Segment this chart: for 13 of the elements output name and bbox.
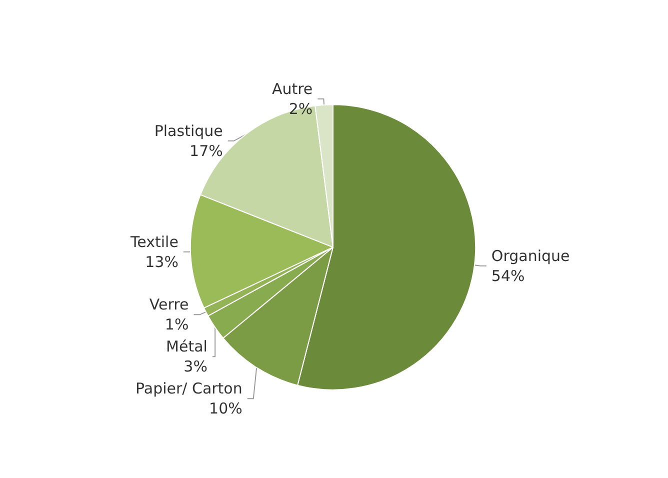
slice-label: Plastique (154, 122, 223, 140)
data-label: 13% (145, 252, 178, 271)
data-label: 1% (164, 316, 189, 334)
slice-label: Métal (166, 338, 208, 356)
slice-label: Autre (272, 80, 313, 98)
data-label: 10% (209, 400, 242, 418)
data-label: 17% (190, 142, 223, 160)
slice-label: Organique (491, 246, 570, 265)
slice-label: Verre (149, 296, 189, 314)
slice-label: Textile (130, 232, 178, 251)
data-label: 54% (491, 266, 525, 285)
data-label: 3% (184, 358, 208, 376)
slice-label: Papier/ Carton (136, 380, 242, 398)
